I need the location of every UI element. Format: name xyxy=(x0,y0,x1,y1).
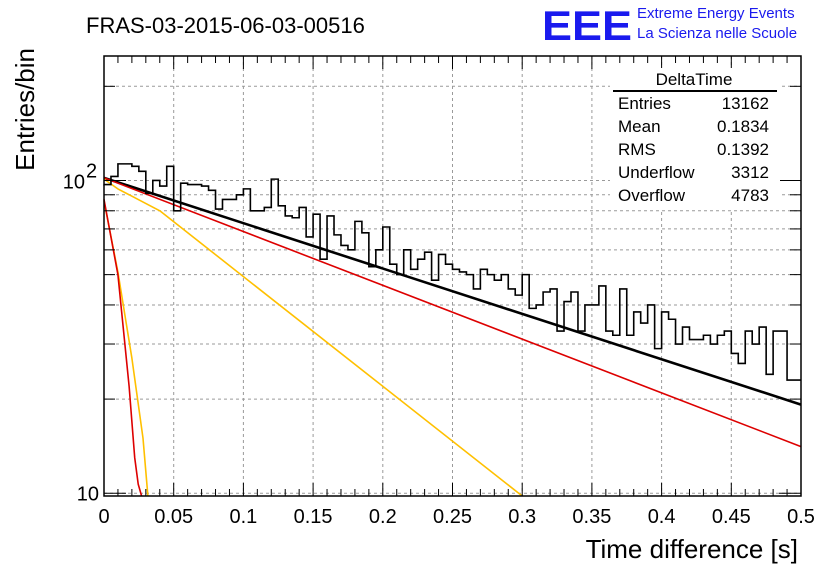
stats-row-value: 0.1834 xyxy=(717,117,769,136)
grid-lines xyxy=(104,56,801,496)
x-tick-label: 0 xyxy=(98,506,109,528)
logo-line-1: Extreme Energy Events xyxy=(637,5,795,22)
x-tick-label: 0.15 xyxy=(294,506,333,528)
y-tick-label-exponent: 2 xyxy=(86,160,97,182)
stats-row-value: 0.1392 xyxy=(717,140,769,159)
stats-row-label: Underflow xyxy=(618,163,695,182)
x-tick-label: 0.45 xyxy=(712,506,751,528)
logo-mark: EEE xyxy=(542,2,632,49)
eee-logo: EEE Extreme Energy Events La Scienza nel… xyxy=(542,2,797,49)
fit-curves xyxy=(103,176,802,497)
x-tick-label: 0.4 xyxy=(648,506,676,528)
x-axis-title: Time difference [s] xyxy=(586,534,798,564)
stats-row-label: RMS xyxy=(618,140,656,159)
x-tick-label: 0.05 xyxy=(154,506,193,528)
y-tick-label: 10 xyxy=(77,483,99,505)
chart-title: FRAS-03-2015-06-03-00516 xyxy=(86,13,365,38)
fit-curve xyxy=(103,199,143,497)
stats-row-value: 3312 xyxy=(731,163,769,182)
stats-rows: Entries 13162 Mean 0.1834 RMS 0.1392 Underflow… xyxy=(618,94,769,205)
fit-curve xyxy=(103,176,802,406)
stats-box: DeltaTime Entries 13162 Mean 0.1834 RMS 0.139… xyxy=(610,68,780,209)
histogram xyxy=(103,163,801,381)
stats-title: DeltaTime xyxy=(656,70,733,89)
stats-row-label: Entries xyxy=(618,94,671,113)
y-tick-label: 10 xyxy=(63,171,85,193)
y-axis-title: Entries/bin xyxy=(10,48,40,171)
stats-row-label: Overflow xyxy=(618,186,686,205)
x-tick-labels: 0 0.05 0.1 0.15 0.2 0.25 0.3 0.35 0.4 0.45 0.5 xyxy=(98,506,814,528)
x-tick-label: 0.3 xyxy=(508,506,536,528)
x-tick-label: 0.1 xyxy=(229,506,257,528)
stats-row-value: 13162 xyxy=(722,94,769,113)
histogram-bars xyxy=(103,163,801,381)
axis-ticks xyxy=(103,56,802,496)
stats-row-label: Mean xyxy=(618,117,661,136)
stats-row-value: 4783 xyxy=(731,186,769,205)
x-tick-label: 0.2 xyxy=(369,506,397,528)
x-tick-label: 0.25 xyxy=(433,506,472,528)
x-tick-label: 0.5 xyxy=(787,506,815,528)
fit-curve xyxy=(103,177,802,448)
x-tick-label: 0.35 xyxy=(572,506,611,528)
logo-line-2: La Scienza nelle Scuole xyxy=(637,25,797,42)
